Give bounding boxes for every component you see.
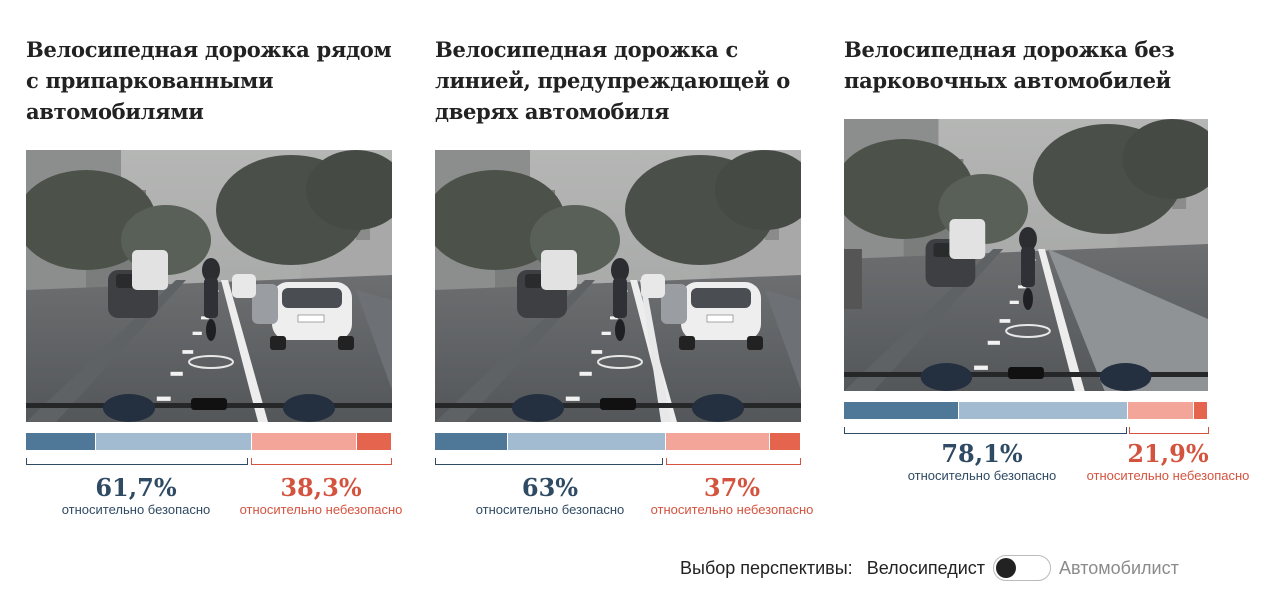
safe-stat: 61,7% относительно безопасно [46, 474, 226, 518]
unsafe-segment [251, 433, 357, 450]
unsafe-brace [666, 458, 801, 465]
unsafe-stat: 38,3% относительно небезопасно [226, 474, 416, 518]
panel-title: Велосипедная дорожка с линией, предупреж… [435, 37, 790, 124]
unsafe-segment [1128, 402, 1193, 419]
safe-brace [435, 458, 663, 465]
safe-label: относительно безопасно [475, 502, 625, 517]
safe-percent: 63% [521, 473, 579, 502]
unsafe-label: относительно небезопасно [1086, 468, 1250, 483]
safety-bar [26, 433, 392, 450]
safe-label: относительно безопасно [61, 502, 211, 517]
very-unsafe-segment [357, 433, 391, 450]
option-driver[interactable]: Автомобилист [1059, 557, 1179, 578]
parked-car [270, 282, 354, 350]
toggle-knob[interactable] [996, 558, 1017, 578]
safe-percent: 78,1% [941, 439, 1023, 468]
unsafe-segment [665, 433, 769, 450]
panel-parked-cars: Велосипедная дорожка рядом с припаркован… [26, 34, 402, 534]
safe-brace [26, 458, 248, 465]
panel-door-zone-line: Велосипедная дорожка с линией, предупреж… [435, 34, 813, 534]
unsafe-label: относительно небезопасно [650, 502, 814, 517]
perspective-selector: Выбор перспективы: Велосипедист Автомоби… [680, 555, 1179, 581]
safe-segment [96, 433, 251, 450]
safe-percent: 61,7% [95, 473, 177, 502]
perspective-label: Выбор перспективы: [680, 557, 853, 578]
safe-segment [508, 433, 665, 450]
street-photo [435, 150, 801, 422]
parked-car [679, 282, 763, 350]
very-safe-segment [844, 402, 958, 419]
unsafe-brace [251, 458, 392, 465]
safe-segment [958, 402, 1128, 419]
very-unsafe-segment [769, 433, 800, 450]
panel-title: Велосипедная дорожка без парковочных авт… [844, 37, 1175, 93]
safe-brace [844, 427, 1127, 434]
panel-no-parking: Велосипедная дорожка без парковочных авт… [844, 34, 1249, 504]
safe-stat: 78,1% относительно безопасно [892, 440, 1072, 484]
unsafe-brace [1129, 427, 1209, 434]
unsafe-percent: 37% [703, 473, 761, 502]
unsafe-stat: 21,9% относительно небезопасно [1078, 440, 1258, 484]
unsafe-percent: 21,9% [1127, 439, 1209, 468]
perspective-toggle[interactable] [993, 555, 1052, 581]
safety-bar [844, 402, 1208, 419]
option-cyclist[interactable]: Велосипедист [866, 557, 986, 578]
panel-title: Велосипедная дорожка рядом с припаркован… [26, 37, 392, 124]
street-photo [844, 119, 1208, 391]
unsafe-percent: 38,3% [280, 473, 362, 502]
safe-label: относительно безопасно [907, 468, 1057, 483]
very-unsafe-segment [1193, 402, 1207, 419]
very-safe-segment [26, 433, 96, 450]
unsafe-label: относительно небезопасно [239, 502, 403, 517]
unsafe-stat: 37% относительно небезопасно [637, 474, 827, 518]
street-photo [26, 150, 392, 422]
safety-bar [435, 433, 801, 450]
safe-stat: 63% относительно безопасно [460, 474, 640, 518]
very-safe-segment [435, 433, 508, 450]
